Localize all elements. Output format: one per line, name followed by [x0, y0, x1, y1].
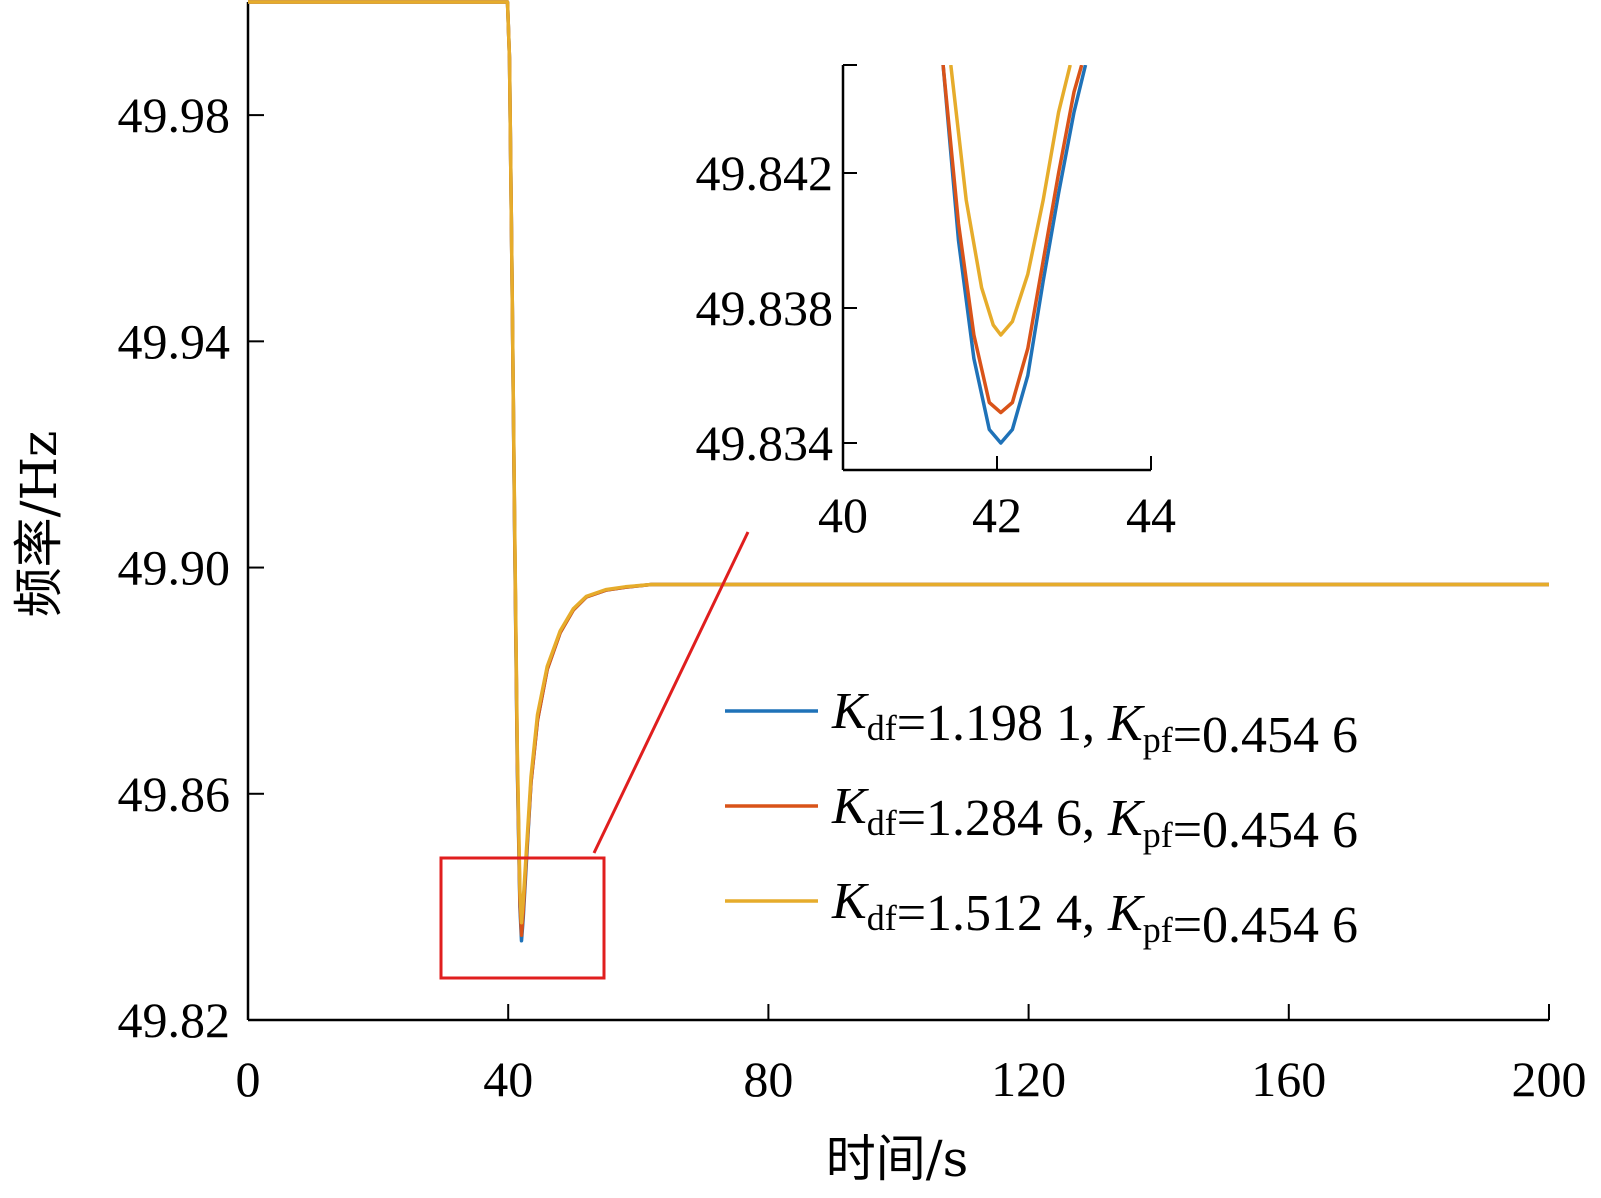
legend-label: Kdf=1.512 4, Kpf=0.454 6	[831, 873, 1358, 954]
y-axis-title: 频率/Hz	[10, 431, 68, 618]
y-tick-label: 49.90	[118, 540, 231, 596]
legend-label: Kdf=1.198 1, Kpf=0.454 6	[831, 683, 1358, 764]
inset-x-tick-label: 42	[972, 487, 1022, 543]
inset-series-line	[941, 65, 1084, 415]
zoom-indicator	[439, 531, 750, 980]
x-tick-label: 0	[236, 1051, 261, 1107]
inset-y-tick-label: 49.842	[696, 145, 834, 201]
main-axes: 0 40 80 120 160 200 49.82 49.86 49.90 49.94 49.98	[118, 2, 1587, 1107]
inset-series-lines	[941, 65, 1088, 445]
y-tick-label: 49.86	[118, 766, 231, 822]
y-tick-label: 49.94	[118, 313, 231, 369]
inset-y-tick-label: 49.838	[696, 280, 834, 336]
main-series-lines	[248, 0, 1549, 943]
inset-series-line	[941, 65, 1088, 445]
y-tick-label: 49.98	[118, 87, 231, 143]
inset-series-line	[949, 65, 1072, 337]
inset-background	[843, 65, 1151, 470]
legend: Kdf=1.198 1, Kpf=0.454 6 Kdf=1.284 6, Kpf…	[725, 683, 1358, 954]
zoom-connector-line	[592, 531, 750, 854]
inset-axes: 40 42 44 49.834 49.838 49.842	[696, 64, 1176, 543]
inset-x-tick-label: 40	[818, 487, 868, 543]
series-line	[248, 0, 1549, 925]
inset-y-tick-label: 49.834	[696, 415, 834, 471]
legend-label: Kdf=1.284 6, Kpf=0.454 6	[831, 778, 1358, 859]
x-tick-label: 40	[483, 1051, 533, 1107]
zoom-box	[439, 856, 606, 980]
y-tick-label: 49.82	[118, 992, 231, 1048]
x-axis-title: 时间/s	[826, 1130, 969, 1188]
x-tick-label: 120	[991, 1051, 1066, 1107]
x-tick-label: 160	[1251, 1051, 1326, 1107]
inset-x-tick-label: 44	[1126, 487, 1176, 543]
x-tick-label: 200	[1512, 1051, 1587, 1107]
x-tick-label: 80	[743, 1051, 793, 1107]
